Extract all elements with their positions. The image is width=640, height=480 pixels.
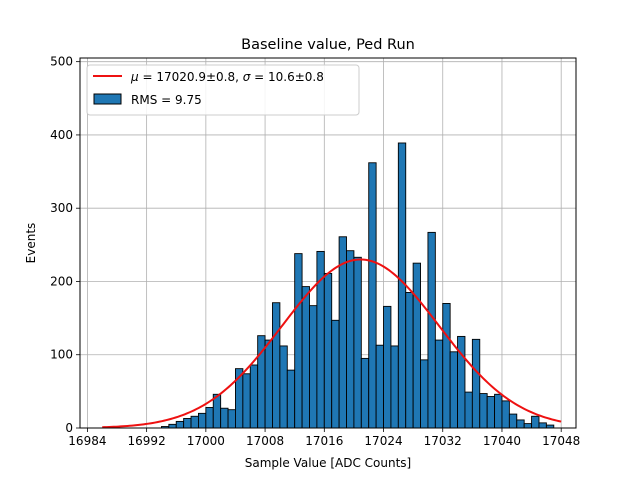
histogram-bar [538, 422, 547, 429]
histogram-bar [323, 272, 333, 429]
plot-frame [79, 57, 577, 429]
histogram-bar [501, 400, 510, 429]
x-tick-label: 17008 [246, 434, 284, 448]
x-tick-label: 16992 [128, 434, 166, 448]
histogram-bar [168, 423, 177, 429]
x-tick-label: 17016 [305, 434, 343, 448]
histogram-bar [390, 345, 399, 429]
histogram-bar [375, 344, 384, 429]
legend-box [86, 64, 360, 116]
gaussian-fit-line [102, 258, 562, 429]
x-axis-label: Sample Value [ADC Counts] [245, 456, 411, 470]
y-axis-ticks: 0 100 200 300 400 500 [50, 55, 80, 435]
legend-fit-label: μ = 17020.9±0.8, σ = 10.6±0.8 [130, 70, 324, 84]
histogram-bar [412, 262, 421, 429]
y-tick-label: 100 [50, 348, 73, 362]
histogram-bar [197, 412, 207, 429]
legend-histogram-label: RMS = 9.75 [131, 93, 202, 107]
legend: μ = 17020.9±0.8, σ = 10.6±0.8 RMS = 9.75 [86, 64, 360, 116]
x-tick-label: 17000 [187, 434, 225, 448]
histogram-bar [464, 391, 473, 429]
histogram-bar [286, 369, 296, 429]
histogram-bar [383, 305, 392, 429]
histogram-bar [523, 423, 533, 429]
histogram-bar [427, 231, 436, 429]
histogram-bar [434, 339, 444, 429]
histogram-bar [368, 162, 377, 429]
histogram-bar [175, 420, 185, 429]
histogram-bar [531, 415, 540, 429]
histogram-bar [272, 302, 281, 429]
histogram-bar [471, 338, 481, 429]
y-tick-label: 500 [50, 55, 73, 69]
histogram-bar [353, 256, 362, 429]
histogram-bar [190, 415, 199, 429]
x-axis-ticks: 16984 16992 17000 17008 17016 17024 17032 17040… [68, 428, 580, 448]
y-axis-label: Events [24, 223, 38, 264]
histogram-bar [420, 359, 429, 429]
histogram-bar [242, 373, 251, 429]
histogram-bar [397, 142, 407, 429]
y-tick-label: 400 [50, 128, 73, 142]
histogram-bar [227, 409, 236, 429]
histogram-bar [508, 413, 518, 429]
histogram-bar [442, 302, 451, 429]
histogram-bar [220, 407, 229, 429]
histogram-bar [279, 345, 288, 429]
histogram-bar [494, 393, 503, 429]
x-tick-label: 17024 [364, 434, 402, 448]
histogram-bar [301, 286, 310, 429]
chart-title: Baseline value, Ped Run [241, 37, 415, 53]
histogram-bar [205, 407, 214, 429]
histogram-bar [360, 357, 370, 429]
x-tick-label: 16984 [68, 434, 106, 448]
x-tick-label: 17048 [542, 434, 580, 448]
y-tick-label: 200 [50, 274, 73, 288]
histogram-bar [449, 351, 459, 429]
x-tick-label: 17040 [483, 434, 521, 448]
histogram-bar [294, 253, 303, 429]
histogram-bar [346, 250, 355, 429]
y-tick-label: 0 [65, 421, 73, 435]
y-tick-label: 300 [50, 201, 73, 215]
histogram-bar [486, 396, 496, 429]
histogram-bar [331, 319, 340, 429]
histogram-bar [249, 364, 259, 429]
histogram-bar [479, 393, 488, 429]
histogram-bar [309, 305, 318, 429]
histogram-bar [516, 419, 525, 429]
histogram-bar [264, 339, 273, 429]
legend-histogram-swatch [93, 93, 122, 105]
x-tick-label: 17032 [424, 434, 462, 448]
histogram-bar [183, 418, 192, 429]
histogram-bar [405, 292, 414, 429]
